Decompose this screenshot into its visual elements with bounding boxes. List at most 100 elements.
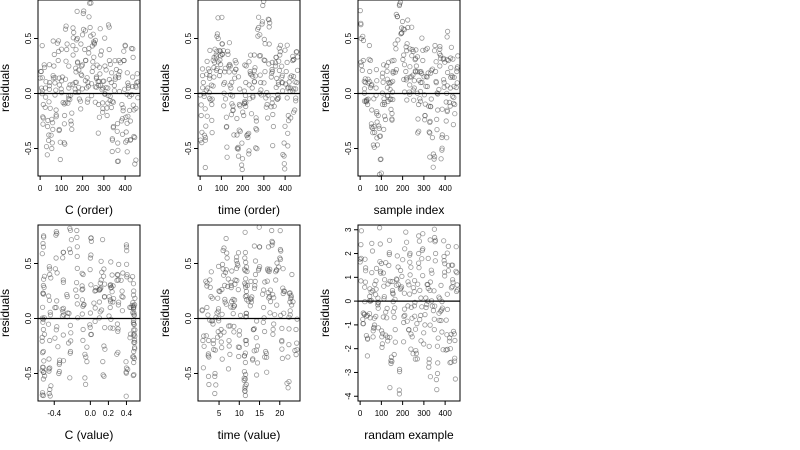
data-point	[415, 281, 421, 287]
data-point	[44, 123, 51, 130]
data-point	[223, 267, 229, 273]
data-point	[131, 354, 137, 360]
data-point	[54, 298, 60, 304]
data-point	[260, 287, 267, 293]
data-point	[279, 72, 285, 79]
data-point	[200, 365, 206, 371]
data-point	[272, 312, 278, 318]
data-point	[124, 271, 130, 278]
data-point	[412, 356, 418, 362]
data-point	[267, 266, 273, 272]
data-point	[75, 89, 82, 96]
data-point	[403, 229, 409, 235]
y-tick-label: 0.5	[24, 257, 33, 269]
data-point	[286, 341, 292, 348]
data-point	[425, 255, 431, 261]
data-point	[107, 61, 114, 67]
data-point	[207, 277, 213, 283]
data-point	[405, 17, 411, 23]
data-point	[424, 45, 430, 51]
data-point	[223, 235, 229, 242]
data-point	[261, 36, 267, 43]
data-point	[80, 271, 86, 278]
data-point	[423, 47, 429, 53]
data-point	[230, 310, 236, 317]
data-point	[123, 244, 130, 250]
data-point	[417, 96, 423, 102]
data-point	[214, 48, 220, 54]
data-point	[243, 276, 249, 282]
data-point	[124, 137, 130, 143]
data-point	[293, 49, 299, 55]
data-point	[109, 70, 115, 76]
data-point	[206, 90, 212, 96]
data-point	[55, 57, 61, 64]
data-point	[290, 53, 296, 59]
data-point	[39, 349, 46, 356]
data-point	[116, 261, 122, 267]
data-point	[47, 79, 53, 86]
data-point	[100, 109, 106, 115]
data-point	[242, 255, 248, 261]
data-point	[432, 237, 439, 243]
data-point	[292, 347, 298, 354]
data-point	[266, 41, 272, 47]
data-point	[108, 259, 114, 265]
data-point	[234, 132, 240, 138]
data-point	[358, 62, 364, 69]
data-point	[391, 314, 397, 320]
data-point	[241, 377, 247, 383]
data-point	[422, 117, 428, 123]
plot-frame	[37, 224, 141, 402]
data-point	[369, 248, 376, 254]
data-point	[254, 318, 260, 324]
data-point	[47, 393, 53, 399]
data-point	[274, 302, 280, 308]
data-point	[411, 78, 417, 84]
data-point	[60, 255, 66, 261]
data-point	[448, 65, 454, 71]
data-point	[40, 319, 46, 325]
data-point	[229, 101, 235, 107]
data-point	[435, 107, 441, 113]
data-point	[102, 35, 108, 41]
data-point	[256, 266, 262, 272]
data-point	[219, 286, 225, 293]
data-point	[419, 35, 425, 41]
data-point	[369, 269, 375, 276]
data-point	[381, 113, 388, 119]
data-point	[441, 258, 447, 264]
data-point	[217, 68, 223, 75]
data-point	[219, 311, 225, 317]
x-tick-label: 300	[97, 184, 111, 193]
data-point	[430, 307, 436, 314]
data-point	[212, 373, 218, 379]
data-point	[40, 244, 47, 250]
data-point	[57, 139, 63, 145]
data-point	[239, 166, 245, 173]
data-point	[210, 83, 216, 89]
data-point	[209, 295, 215, 301]
data-point	[221, 272, 227, 278]
data-point	[366, 56, 372, 62]
data-point	[213, 382, 219, 388]
data-point	[420, 231, 426, 237]
data-point	[120, 105, 126, 111]
data-point	[61, 101, 67, 107]
data-point	[435, 335, 441, 341]
data-point	[233, 257, 239, 264]
data-point	[123, 129, 129, 135]
data-point	[235, 286, 241, 293]
data-point	[47, 312, 54, 318]
data-point	[91, 40, 97, 46]
data-point	[39, 42, 45, 49]
data-point	[444, 291, 450, 297]
data-point	[427, 279, 433, 285]
data-point	[87, 24, 93, 31]
data-point	[426, 356, 432, 362]
data-point	[269, 227, 275, 234]
data-point	[375, 295, 381, 301]
data-point	[254, 372, 260, 378]
data-point	[418, 295, 424, 301]
data-point	[130, 281, 137, 287]
